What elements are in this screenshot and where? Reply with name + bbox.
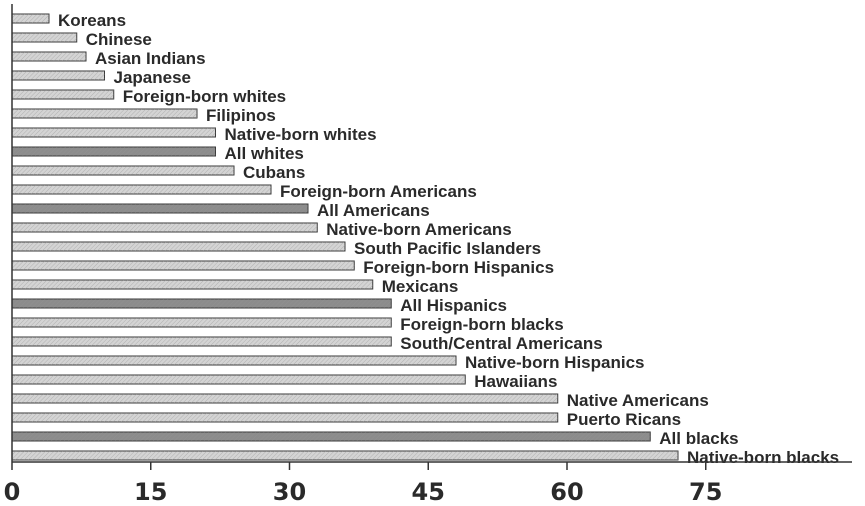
bar-hatch-16 (12, 318, 392, 327)
x-tick-label-3: 45 (412, 478, 445, 506)
x-tick-label-2: 30 (273, 478, 306, 506)
bar-hatch-14 (12, 280, 373, 289)
x-tick-label-5: 75 (689, 478, 722, 506)
x-tick-label-1: 15 (134, 478, 167, 506)
bar-hatch-10 (12, 204, 308, 213)
bar-label-16: Foreign-born blacks (400, 315, 563, 334)
x-axis (11, 4, 852, 463)
x-tick-label-0: 0 (4, 478, 21, 506)
bar-label-20: Native Americans (567, 391, 709, 410)
bar-label-4: Foreign-born whites (123, 87, 286, 106)
bar-label-8: Cubans (243, 163, 305, 182)
bar-label-0: Koreans (58, 11, 126, 30)
bar-hatch-11 (12, 223, 318, 232)
bar-hatch-20 (12, 394, 558, 403)
bar-label-11: Native-born Americans (326, 220, 511, 239)
bar-hatch-12 (12, 242, 345, 251)
bar-hatch-22 (12, 432, 651, 441)
bar-hatch-8 (12, 166, 234, 175)
bar-label-1: Chinese (86, 30, 152, 49)
bar-label-12: South Pacific Islanders (354, 239, 541, 258)
bar-label-5: Filipinos (206, 106, 276, 125)
bar-hatch-5 (12, 109, 197, 118)
bar-label-14: Mexicans (382, 277, 459, 296)
bar-label-7: All whites (225, 144, 304, 163)
bar-hatch-21 (12, 413, 558, 422)
x-tick-label-4: 60 (550, 478, 583, 506)
bar-label-13: Foreign-born Hispanics (363, 258, 554, 277)
bar-label-23: Native-born blacks (687, 448, 839, 467)
bar-hatch-23 (12, 451, 678, 460)
bar-label-3: Japanese (114, 68, 192, 87)
bar-label-21: Puerto Ricans (567, 410, 681, 429)
bar-label-19: Hawaiians (474, 372, 557, 391)
bar-label-9: Foreign-born Americans (280, 182, 477, 201)
bar-hatch-4 (12, 90, 114, 99)
bar-hatch-1 (12, 33, 77, 42)
bar-hatch-7 (12, 147, 216, 156)
bar-hatch-18 (12, 356, 456, 365)
bar-label-6: Native-born whites (225, 125, 377, 144)
bar-label-10: All Americans (317, 201, 430, 220)
bar-label-17: South/Central Americans (400, 334, 602, 353)
bar-hatch-2 (12, 52, 86, 61)
bar-hatch-3 (12, 71, 105, 80)
bar-label-15: All Hispanics (400, 296, 507, 315)
bar-hatch-9 (12, 185, 271, 194)
bar-label-2: Asian Indians (95, 49, 206, 68)
bar-hatch-0 (12, 14, 49, 23)
bar-hatch-17 (12, 337, 392, 346)
bar-hatch-13 (12, 261, 355, 270)
bar-label-18: Native-born Hispanics (465, 353, 645, 372)
bar-hatch-15 (12, 299, 392, 308)
bar-hatch-19 (12, 375, 466, 384)
bar-label-22: All blacks (659, 429, 738, 448)
x-ticks-group: 0 15 30 45 60 75 (4, 462, 722, 506)
bars-group (11, 13, 679, 461)
bar-hatch-6 (12, 128, 216, 137)
